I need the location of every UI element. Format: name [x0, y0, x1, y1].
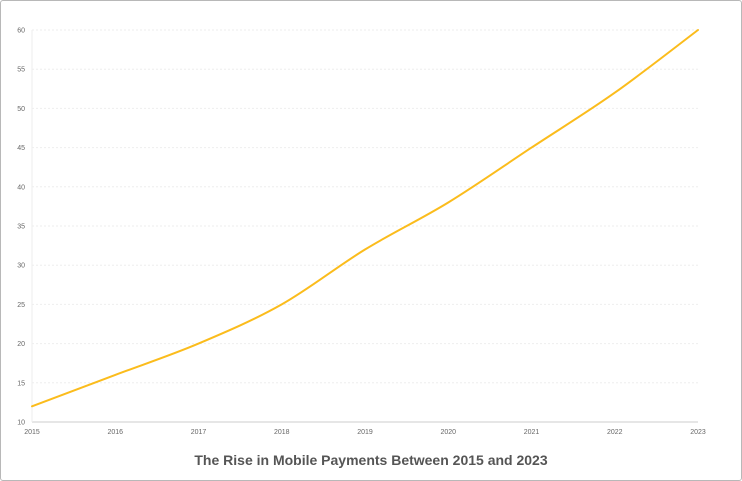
- y-tick-label: 10: [17, 420, 25, 427]
- y-tick-label: 15: [17, 380, 25, 387]
- y-tick-label: 30: [17, 263, 25, 270]
- x-tick-label: 2018: [274, 429, 290, 436]
- x-tick-label: 2017: [191, 429, 207, 436]
- gridlines: [31, 29, 698, 423]
- y-tick-label: 60: [17, 28, 25, 35]
- x-tick-label: 2021: [524, 429, 540, 436]
- x-tick-label: 2019: [357, 429, 373, 436]
- y-tick-label: 20: [17, 341, 25, 348]
- series-line: [31, 29, 699, 408]
- y-tick-label: 25: [17, 302, 25, 309]
- x-axis-ticks: 2015 2016 2017 2018 2019 2020 2021 2022 2023: [24, 429, 706, 436]
- x-tick-label: 2022: [607, 429, 623, 436]
- x-tick-label: 2015: [24, 429, 40, 436]
- y-axis-ticks: 10 15 20 25 30 35 40 45 50 55 60: [17, 28, 25, 427]
- y-tick-label: 50: [17, 106, 25, 113]
- series-lines: [31, 29, 699, 408]
- y-tick-label: 45: [17, 145, 25, 152]
- y-tick-label: 35: [17, 224, 25, 231]
- x-tick-label: 2020: [440, 429, 456, 436]
- x-tick-label: 2016: [107, 429, 123, 436]
- y-tick-label: 55: [17, 67, 25, 74]
- x-tick-label: 2023: [690, 429, 706, 436]
- chart-title: The Rise in Mobile Payments Between 2015…: [194, 452, 548, 468]
- y-tick-label: 40: [17, 184, 25, 191]
